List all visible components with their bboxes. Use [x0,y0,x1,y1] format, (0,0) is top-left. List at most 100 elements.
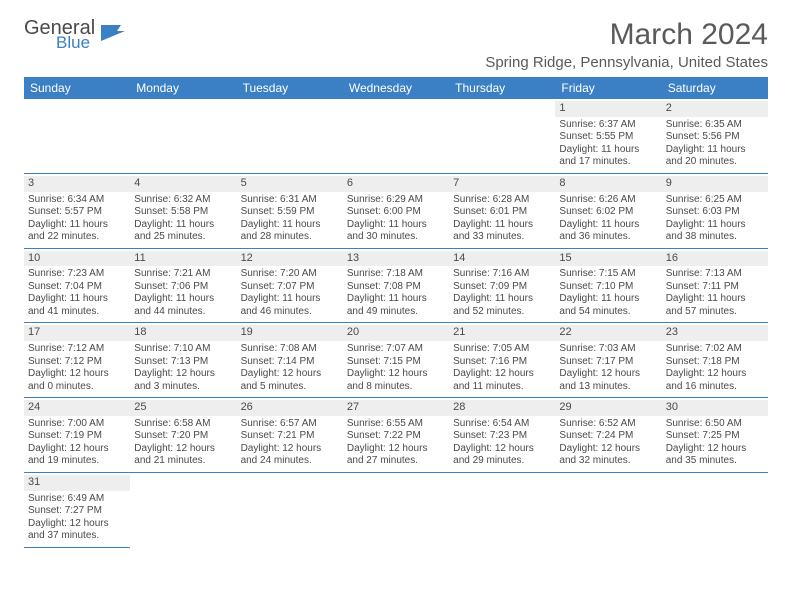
calendar-day: 30Sunrise: 6:50 AMSunset: 7:25 PMDayligh… [662,398,768,473]
sunrise-line: Sunrise: 6:57 AM [241,418,339,431]
day-number: 26 [237,400,343,416]
daylight-line: Daylight: 11 hours and 49 minutes. [347,293,445,318]
daylight-line: Daylight: 11 hours and 20 minutes. [666,144,764,169]
calendar-blank [24,99,130,174]
weekday-header: Friday [555,77,661,99]
daylight-line: Daylight: 11 hours and 41 minutes. [28,293,126,318]
calendar-day: 20Sunrise: 7:07 AMSunset: 7:15 PMDayligh… [343,323,449,398]
flag-icon [101,23,127,48]
daylight-line: Daylight: 12 hours and 24 minutes. [241,443,339,468]
calendar-day: 16Sunrise: 7:13 AMSunset: 7:11 PMDayligh… [662,249,768,324]
sunset-line: Sunset: 7:12 PM [28,356,126,369]
sunrise-line: Sunrise: 6:31 AM [241,194,339,207]
daylight-line: Daylight: 12 hours and 16 minutes. [666,368,764,393]
sunset-line: Sunset: 6:01 PM [453,206,551,219]
day-number: 23 [662,325,768,341]
day-number: 15 [555,251,661,267]
sunset-line: Sunset: 5:57 PM [28,206,126,219]
sunrise-line: Sunrise: 7:05 AM [453,343,551,356]
daylight-line: Daylight: 11 hours and 28 minutes. [241,219,339,244]
sunrise-line: Sunrise: 7:16 AM [453,268,551,281]
daylight-line: Daylight: 12 hours and 0 minutes. [28,368,126,393]
calendar-day: 11Sunrise: 7:21 AMSunset: 7:06 PMDayligh… [130,249,236,324]
sunset-line: Sunset: 6:02 PM [559,206,657,219]
sunset-line: Sunset: 7:21 PM [241,430,339,443]
daylight-line: Daylight: 12 hours and 29 minutes. [453,443,551,468]
calendar-day: 29Sunrise: 6:52 AMSunset: 7:24 PMDayligh… [555,398,661,473]
calendar-day: 25Sunrise: 6:58 AMSunset: 7:20 PMDayligh… [130,398,236,473]
sunrise-line: Sunrise: 6:49 AM [28,493,126,506]
location: Spring Ridge, Pennsylvania, United State… [485,54,768,71]
calendar-day: 21 Sunrise: 7:05 AMSunset: 7:16 PMDayligh… [449,323,555,398]
weekday-header: Tuesday [237,77,343,99]
sunrise-line: Sunrise: 7:00 AM [28,418,126,431]
calendar-day: 9Sunrise: 6:25 AMSunset: 6:03 PMDaylight… [662,174,768,249]
daylight-line: Daylight: 12 hours and 37 minutes. [28,518,126,543]
day-number: 18 [130,325,236,341]
calendar-day: 7Sunrise: 6:28 AMSunset: 6:01 PMDaylight… [449,174,555,249]
calendar-blank [237,473,343,548]
page-title: March 2024 [485,18,768,52]
day-number: 31 [24,475,130,491]
title-block: March 2024 Spring Ridge, Pennsylvania, U… [485,18,768,71]
weekday-header: Wednesday [343,77,449,99]
sunset-line: Sunset: 7:09 PM [453,281,551,294]
sunrise-line: Sunrise: 7:02 AM [666,343,764,356]
sunrise-line: Sunrise: 6:35 AM [666,119,764,132]
sunrise-line: Sunrise: 7:07 AM [347,343,445,356]
calendar-day: 23 Sunrise: 7:02 AMSunset: 7:18 PMDayligh… [662,323,768,398]
daylight-line: Daylight: 12 hours and 11 minutes. [453,368,551,393]
day-number: 13 [343,251,449,267]
calendar-blank [237,99,343,174]
sunset-line: Sunset: 7:16 PM [453,356,551,369]
sunrise-line: Sunrise: 6:32 AM [134,194,232,207]
daylight-line: Daylight: 12 hours and 19 minutes. [28,443,126,468]
sunset-line: Sunset: 7:17 PM [559,356,657,369]
sunrise-line: Sunrise: 6:25 AM [666,194,764,207]
sunrise-line: Sunrise: 7:13 AM [666,268,764,281]
calendar-day: 14Sunrise: 7:16 AMSunset: 7:09 PMDayligh… [449,249,555,324]
sunset-line: Sunset: 7:11 PM [666,281,764,294]
sunset-line: Sunset: 7:24 PM [559,430,657,443]
sunset-line: Sunset: 7:23 PM [453,430,551,443]
daylight-line: Daylight: 11 hours and 36 minutes. [559,219,657,244]
daylight-line: Daylight: 12 hours and 3 minutes. [134,368,232,393]
logo-text: General Blue [24,18,95,51]
sunset-line: Sunset: 6:03 PM [666,206,764,219]
sunrise-line: Sunrise: 6:58 AM [134,418,232,431]
day-number: 24 [24,400,130,416]
calendar-day: 17Sunrise: 7:12 AMSunset: 7:12 PMDayligh… [24,323,130,398]
calendar-day: 28 Sunrise: 6:54 AMSunset: 7:23 PMDayligh… [449,398,555,473]
calendar-grid: SundayMondayTuesdayWednesdayThursdayFrid… [24,77,768,548]
calendar-day: 27Sunrise: 6:55 AMSunset: 7:22 PMDayligh… [343,398,449,473]
daylight-line: Daylight: 12 hours and 27 minutes. [347,443,445,468]
calendar-blank [555,473,661,548]
day-number: 14 [449,251,555,267]
sunset-line: Sunset: 7:18 PM [666,356,764,369]
day-number: 8 [555,176,661,192]
sunset-line: Sunset: 5:55 PM [559,131,657,144]
daylight-line: Daylight: 11 hours and 46 minutes. [241,293,339,318]
day-number: 7 [449,176,555,192]
daylight-line: Daylight: 12 hours and 8 minutes. [347,368,445,393]
daylight-line: Daylight: 12 hours and 21 minutes. [134,443,232,468]
calendar-blank [130,99,236,174]
calendar-blank [449,99,555,174]
sunrise-line: Sunrise: 7:03 AM [559,343,657,356]
daylight-line: Daylight: 11 hours and 38 minutes. [666,219,764,244]
sunrise-line: Sunrise: 6:54 AM [453,418,551,431]
sunset-line: Sunset: 5:58 PM [134,206,232,219]
sunrise-line: Sunrise: 6:52 AM [559,418,657,431]
calendar-day: 26 Sunrise: 6:57 AMSunset: 7:21 PMDayligh… [237,398,343,473]
day-number: 21 [449,325,555,341]
sunset-line: Sunset: 7:20 PM [134,430,232,443]
sunset-line: Sunset: 7:19 PM [28,430,126,443]
sunset-line: Sunset: 7:10 PM [559,281,657,294]
day-number: 28 [449,400,555,416]
day-number: 16 [662,251,768,267]
day-number: 12 [237,251,343,267]
sunset-line: Sunset: 6:00 PM [347,206,445,219]
daylight-line: Daylight: 12 hours and 35 minutes. [666,443,764,468]
daylight-line: Daylight: 11 hours and 44 minutes. [134,293,232,318]
day-number: 11 [130,251,236,267]
